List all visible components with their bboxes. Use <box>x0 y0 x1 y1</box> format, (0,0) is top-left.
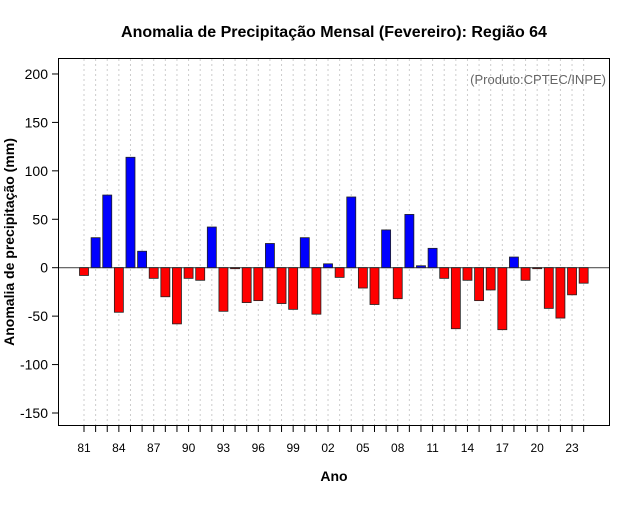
x-tick-label: 23 <box>565 441 579 455</box>
bar-2001 <box>311 267 322 315</box>
bar-1986 <box>137 250 148 269</box>
bar-1995 <box>241 267 252 303</box>
bar-2006 <box>369 267 380 305</box>
x-tick-label: 84 <box>112 441 126 455</box>
bar-2021 <box>543 267 554 309</box>
x-tick-label: 93 <box>217 441 231 455</box>
x-tick-label: 99 <box>286 441 300 455</box>
bar-2016 <box>485 267 496 291</box>
bar-2011 <box>427 247 438 269</box>
y-tick-label: 50 <box>32 211 48 227</box>
bar-1988 <box>160 267 171 298</box>
bar-1996 <box>253 267 264 302</box>
bar-1993 <box>218 267 229 312</box>
bar-1990 <box>183 267 194 279</box>
bar-1982 <box>90 237 101 269</box>
y-tick-label: 0 <box>40 260 48 276</box>
bar-2022 <box>555 267 566 319</box>
bar-2020 <box>532 267 543 270</box>
y-tick-label: 100 <box>25 163 49 179</box>
bar-2019 <box>520 267 531 281</box>
bar-2009 <box>404 214 415 269</box>
bar-1989 <box>172 267 182 325</box>
bar-1983 <box>102 194 113 269</box>
x-tick-label: 14 <box>461 441 475 455</box>
bar-1984 <box>113 267 124 313</box>
bar-2003 <box>334 267 345 278</box>
bar-2012 <box>439 267 450 279</box>
bar-2024 <box>578 267 589 284</box>
x-tick-label: 96 <box>252 441 266 455</box>
bar-2004 <box>346 196 357 269</box>
bar-1999 <box>288 267 299 310</box>
x-tick-label: 87 <box>147 441 161 455</box>
x-tick-label: 02 <box>321 441 335 455</box>
x-axis-label: Ano <box>320 468 347 484</box>
plot-frame <box>58 58 610 426</box>
x-tick-label: 81 <box>77 441 91 455</box>
y-tick-label: -100 <box>20 357 48 373</box>
x-tick-label: 05 <box>356 441 370 455</box>
x-tick-label: 17 <box>496 441 510 455</box>
y-tick-label: 200 <box>25 66 49 82</box>
y-tick-label: -50 <box>28 308 48 324</box>
bar-1992 <box>206 226 217 269</box>
bar-1985 <box>125 156 136 269</box>
y-tick-label: -150 <box>20 405 48 421</box>
bar-2010 <box>416 265 426 269</box>
x-tick-label: 20 <box>531 441 545 455</box>
x-tick-label: 11 <box>426 441 439 455</box>
x-tick-label: 90 <box>182 441 196 455</box>
bar-1987 <box>148 267 159 279</box>
bar-2013 <box>450 267 461 330</box>
x-tick-label: 08 <box>391 441 405 455</box>
bar-2018 <box>509 256 519 269</box>
bar-2023 <box>567 267 577 296</box>
source-annotation: (Produto:CPTEC/INPE) <box>470 72 606 87</box>
chart-title: Anomalia de Precipitação Mensal (Feverei… <box>121 24 547 41</box>
bar-2014 <box>462 267 473 281</box>
bar-2015 <box>474 267 484 302</box>
bar-1997 <box>265 243 275 269</box>
bar-2008 <box>392 267 403 300</box>
bar-2002 <box>323 263 333 269</box>
bar-1981 <box>79 267 89 276</box>
bar-1991 <box>195 267 206 281</box>
bar-2007 <box>381 229 392 269</box>
bar-2017 <box>497 267 508 331</box>
y-tick-label: 150 <box>25 114 49 130</box>
bar-1994 <box>230 267 240 270</box>
bar-1998 <box>276 267 287 304</box>
y-axis-label: Anomalia de precipitação (mm) <box>1 138 17 346</box>
bar-2000 <box>299 237 310 269</box>
bar-2005 <box>357 267 368 289</box>
